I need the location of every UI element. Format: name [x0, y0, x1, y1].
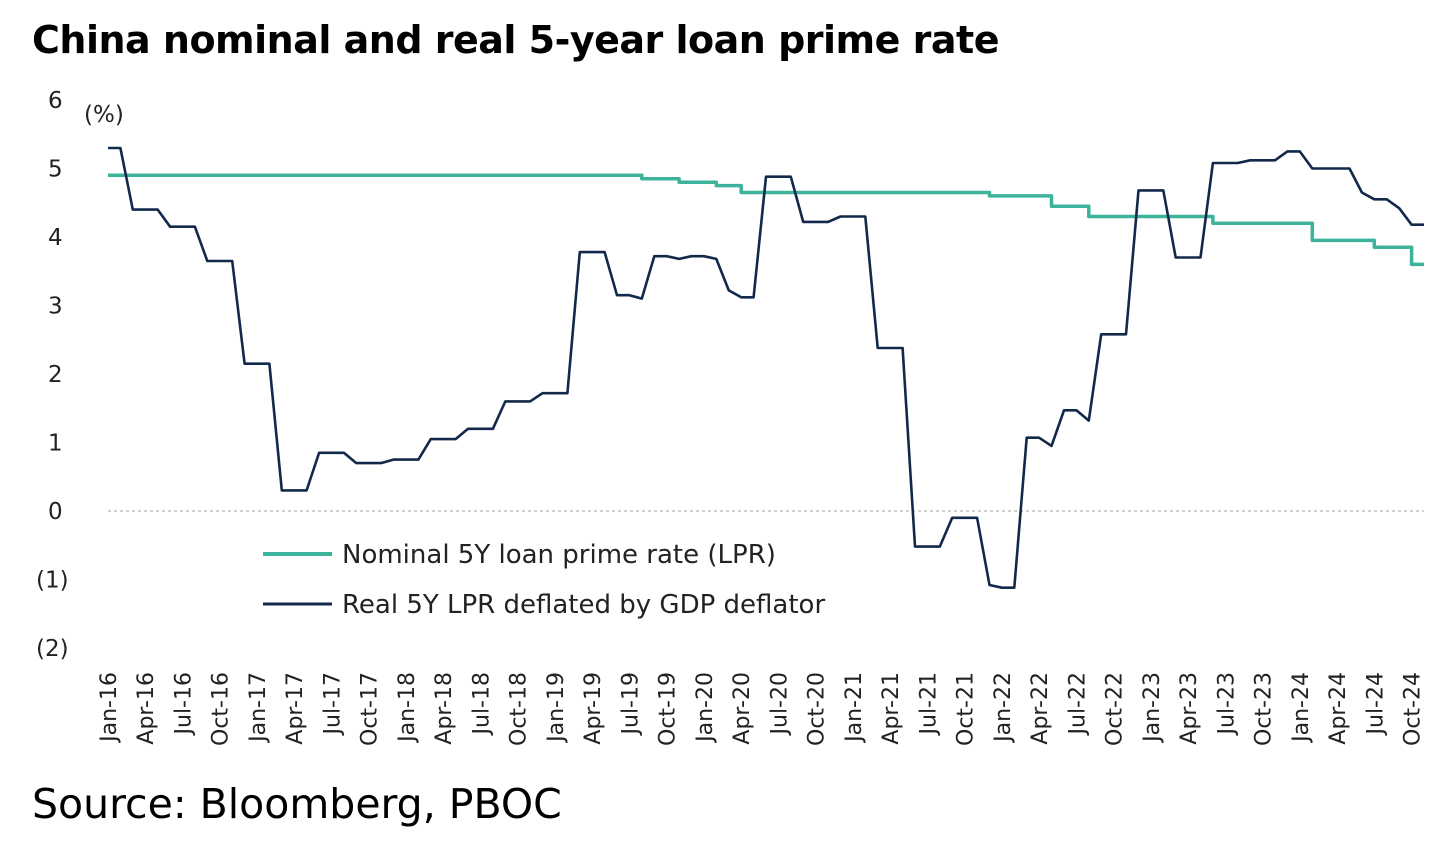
x-tick-label: Jul-17 — [321, 672, 346, 736]
y-axis: 6 5 4 3 2 1 0 (1) (2) — [36, 88, 69, 662]
x-tick-label: Oct-17 — [358, 672, 383, 746]
x-tick-label: Oct-18 — [507, 672, 532, 746]
x-tick-label: Jan-23 — [1140, 672, 1165, 744]
x-tick-label: Jan-24 — [1289, 672, 1314, 744]
chart-title: China nominal and real 5-year loan prime… — [32, 18, 999, 62]
x-tick-label: Jan-16 — [97, 672, 122, 744]
y-tick-label: 2 — [48, 362, 63, 388]
x-tick-label: Jul-16 — [172, 672, 197, 736]
x-axis: Jan-16 Apr-16 Jul-16 Oct-16 Jan-17 Apr-17 Jul-… — [97, 672, 1426, 746]
x-tick-label: Apr-22 — [1028, 672, 1053, 745]
x-tick-label: Jan-19 — [544, 672, 569, 744]
x-tick-label: Oct-23 — [1252, 672, 1277, 746]
y-tick-label: (2) — [36, 636, 69, 662]
legend-label-real: Real 5Y LPR deflated by GDP deflator — [342, 590, 825, 620]
series-layer — [108, 146, 1424, 589]
x-tick-label: Jul-21 — [916, 672, 941, 736]
x-tick-label: Jul-19 — [618, 672, 643, 736]
x-tick-label: Jan-18 — [395, 672, 420, 744]
x-tick-label: Apr-18 — [432, 672, 457, 745]
x-tick-label: Jul-23 — [1214, 672, 1239, 736]
legend: Nominal 5Y loan prime rate (LPR) Real 5Y … — [263, 540, 825, 620]
nominal-lpr-line — [108, 173, 1424, 267]
x-tick-label: Apr-16 — [134, 672, 159, 745]
x-tick-label: Jul-24 — [1363, 672, 1388, 736]
y-tick-label: 1 — [48, 431, 63, 457]
x-tick-label: Apr-19 — [581, 672, 606, 745]
x-tick-label: Jan-21 — [842, 672, 867, 744]
legend-label-nominal: Nominal 5Y loan prime rate (LPR) — [342, 540, 776, 570]
x-tick-label: Oct-20 — [805, 672, 830, 746]
x-tick-label: Apr-24 — [1326, 672, 1351, 745]
real-lpr-line — [108, 146, 1424, 589]
y-axis-unit-label: (%) — [84, 102, 124, 128]
y-tick-label: 6 — [48, 88, 63, 114]
x-tick-label: Oct-21 — [954, 672, 979, 746]
y-tick-label: (1) — [36, 568, 69, 594]
x-tick-label: Jul-18 — [470, 672, 495, 736]
x-tick-label: Jan-17 — [246, 672, 271, 744]
x-tick-label: Apr-21 — [879, 672, 904, 745]
source-note: Source: Bloomberg, PBOC — [32, 780, 562, 828]
y-tick-label: 3 — [48, 294, 63, 320]
y-tick-label: 0 — [48, 499, 63, 525]
x-tick-label: Apr-23 — [1177, 672, 1202, 745]
x-tick-label: Oct-24 — [1401, 672, 1426, 746]
x-tick-label: Jul-22 — [1065, 672, 1090, 736]
x-tick-label: Oct-19 — [656, 672, 681, 746]
x-tick-label: Apr-17 — [283, 672, 308, 745]
x-tick-label: Apr-20 — [730, 672, 755, 745]
x-tick-label: Oct-22 — [1103, 672, 1128, 746]
x-tick-label: Jan-22 — [991, 672, 1016, 744]
x-tick-label: Oct-16 — [209, 672, 234, 746]
x-tick-label: Jul-20 — [767, 672, 792, 736]
y-tick-label: 4 — [48, 225, 63, 251]
x-tick-label: Jan-20 — [693, 672, 718, 744]
y-tick-label: 5 — [48, 157, 63, 183]
